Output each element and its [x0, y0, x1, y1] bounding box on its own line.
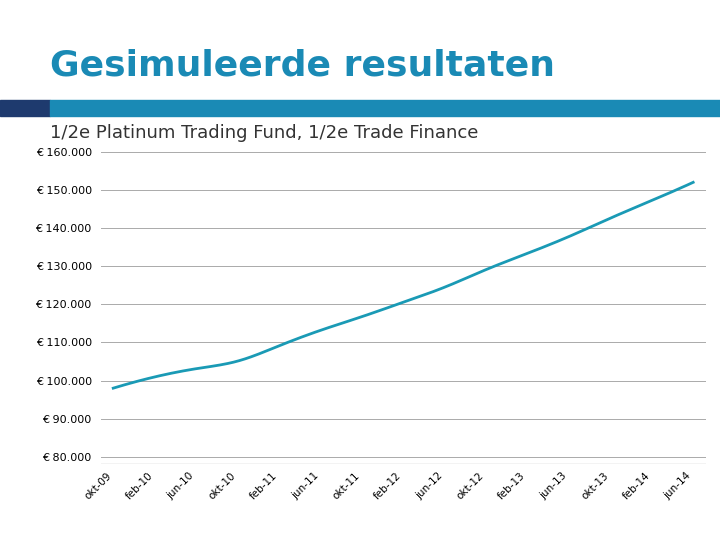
- Bar: [0, 100, 50, 116]
- Text: 1/2e Platinum Trading Fund, 1/2e Trade Finance: 1/2e Platinum Trading Fund, 1/2e Trade F…: [50, 124, 479, 142]
- Text: Gesimuleerde resultaten: Gesimuleerde resultaten: [50, 49, 555, 83]
